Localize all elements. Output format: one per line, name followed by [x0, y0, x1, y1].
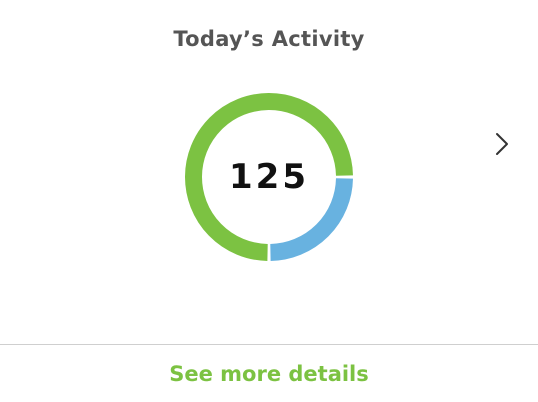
donut-svg: [185, 93, 353, 261]
card-title: Today’s Activity: [173, 27, 365, 51]
donut-slice: [269, 177, 353, 261]
see-more-details-link[interactable]: See more details: [169, 362, 369, 386]
donut-center-value: 125: [229, 157, 309, 197]
donut-slice: [185, 93, 353, 261]
divider: [0, 344, 538, 345]
chevron-right-icon[interactable]: [488, 128, 516, 160]
activity-donut-chart: 125: [181, 89, 357, 265]
